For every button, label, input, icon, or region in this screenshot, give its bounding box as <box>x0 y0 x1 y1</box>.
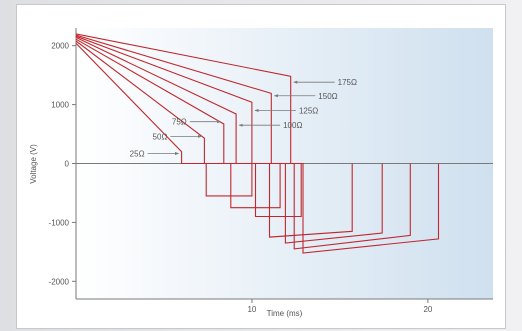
x-tick-label: 10 <box>247 305 256 314</box>
y-tick-label: -2000 <box>49 277 70 286</box>
annotation-label: 100Ω <box>283 121 302 130</box>
y-tick-label: 0 <box>65 160 70 169</box>
series-line <box>75 33 440 254</box>
x-axis-title: Time (ms) <box>267 309 303 318</box>
annotation-label: 150Ω <box>318 92 337 101</box>
series-layer <box>75 33 440 254</box>
y-axis-title: Voltage (V) <box>29 144 38 184</box>
y-tick-label: -1000 <box>49 218 70 227</box>
annotation-label: 125Ω <box>299 106 318 115</box>
annotation-label: 175Ω <box>338 78 357 87</box>
y-tick-label: 1000 <box>51 101 69 110</box>
x-tick-label: 20 <box>423 305 432 314</box>
annotation-label: 75Ω <box>172 118 187 127</box>
annotation-label: 25Ω <box>130 149 145 158</box>
y-tick-label: 2000 <box>51 42 69 51</box>
annotation-label: 50Ω <box>153 132 168 141</box>
